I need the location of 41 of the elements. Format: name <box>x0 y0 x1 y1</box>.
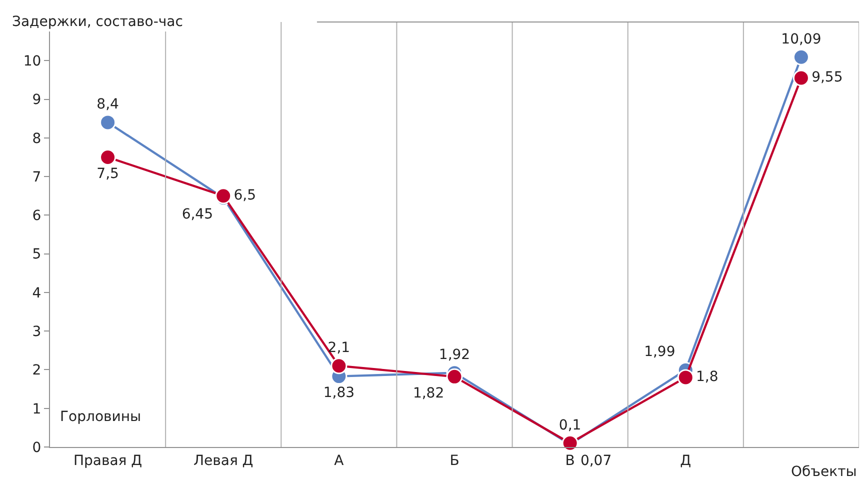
data-label: 1,8 <box>696 368 718 385</box>
y-tick-label: 2 <box>32 362 42 379</box>
x-tick-label: В <box>565 452 575 469</box>
data-label: 0,1 <box>558 417 582 434</box>
y-tick-label: 5 <box>32 246 42 263</box>
point <box>446 368 463 385</box>
point <box>792 70 810 86</box>
y-tick-label: 0 <box>32 440 42 456</box>
annotation: Горловины <box>60 409 142 425</box>
data-label: 0,07 <box>580 453 612 470</box>
data-label: 8,4 <box>96 96 120 113</box>
point <box>100 148 116 166</box>
point <box>792 48 810 66</box>
data-label: 10,09 <box>781 31 822 48</box>
x-tick-label: Правая Д <box>73 452 142 469</box>
y-tick-label: 3 <box>32 324 42 340</box>
point <box>330 358 348 374</box>
data-label: 1,83 <box>323 385 355 402</box>
y-tick-label: 7 <box>32 169 42 186</box>
x-axis-title: Объекты <box>791 464 857 480</box>
y-tick-label: 1 <box>32 401 42 418</box>
data-label: 7,5 <box>96 166 119 182</box>
y-tick-label: 6 <box>32 208 42 224</box>
data-label: 2,1 <box>328 340 350 356</box>
data-label: 9,55 <box>812 70 843 86</box>
point <box>677 369 694 386</box>
y-tick-label: 9 <box>32 92 42 108</box>
y-tick-label: 4 <box>32 285 42 302</box>
x-tick-label: Б <box>450 452 460 469</box>
x-tick-label: А <box>334 452 344 469</box>
data-label: 1,92 <box>438 346 470 363</box>
data-label: 6,45 <box>182 206 213 223</box>
data-label: 1,82 <box>412 386 444 402</box>
x-tick-label: Левая Д <box>193 452 254 469</box>
y-tick-label: 10 <box>23 54 42 70</box>
point <box>100 114 116 131</box>
data-label: 6,5 <box>234 187 256 204</box>
data-label: 1,99 <box>644 344 676 360</box>
x-tick-label: Д <box>680 452 692 469</box>
y-tick-label: 8 <box>32 130 42 147</box>
y-axis-title: Задержки, составо-час <box>12 14 183 30</box>
